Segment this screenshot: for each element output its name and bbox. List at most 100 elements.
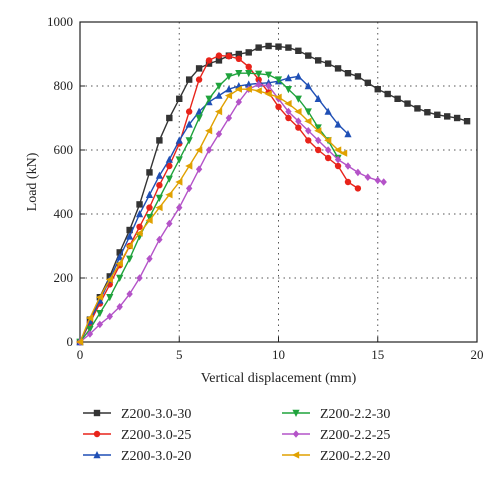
data-point [126,255,134,263]
data-point [85,314,94,322]
data-point [195,165,203,173]
data-point [185,184,193,193]
data-point [185,76,193,83]
data-point [185,120,193,128]
data-point [344,130,352,138]
data-point [334,146,342,154]
data-point [185,162,193,170]
data-point [324,136,332,144]
data-point [166,219,173,228]
data-point [205,57,213,64]
data-point [334,120,342,128]
data-point [274,76,283,84]
y-tick-label: 800 [54,78,74,93]
data-point [215,91,223,99]
legend-label: Z200-2.2-30 [320,407,390,422]
data-point [284,100,292,108]
data-point [275,43,282,50]
data-point [195,65,203,72]
data-point [116,249,123,256]
data-point [305,137,312,144]
data-point [126,232,134,240]
data-point [284,86,293,94]
data-point [126,226,133,234]
data-point [255,80,262,89]
data-point [125,242,133,250]
data-point [225,73,233,81]
data-point [136,223,143,230]
data-point [295,117,302,125]
data-point [274,93,282,101]
legend-item: Z200-3.0-25 [83,428,191,443]
data-point [215,82,223,90]
y-tick-label: 1000 [47,14,73,29]
data-point [136,201,143,208]
data-point [235,55,242,62]
data-point [106,312,113,321]
data-point [175,156,183,164]
data-point [354,73,362,80]
series-line [79,45,468,343]
data-point [453,114,461,122]
data-point [284,74,293,82]
legend-item: Z200-2.2-20 [282,449,390,464]
data-point [404,100,411,107]
data-point [314,127,322,135]
legend-item: Z200-2.2-25 [282,428,390,443]
data-point [176,95,183,102]
data-point [265,82,272,90]
data-point [380,178,387,186]
data-point [340,149,348,157]
series-line [79,88,345,343]
data-point [116,303,123,311]
data-point [175,178,183,186]
x-tick-label: 10 [272,347,285,362]
grid-lines [80,22,477,342]
data-point [334,155,342,164]
data-point [146,169,153,176]
data-point [315,146,322,154]
data-point [225,85,233,93]
data-point [155,194,163,202]
data-point [215,130,223,138]
data-point [364,173,372,181]
data-point [255,44,262,51]
data-point [294,108,302,116]
series-5 [76,80,387,346]
x-tick-label: 0 [77,347,84,362]
data-point [155,171,163,179]
data-point [265,42,272,50]
data-point [384,90,391,98]
data-point [304,82,312,90]
data-point [264,90,272,98]
data-point [146,204,153,211]
data-point [344,162,352,170]
data-point [344,178,352,186]
data-point [414,105,421,112]
data-point [145,190,154,198]
data-point [185,137,193,145]
data-point [155,204,163,212]
data-point [444,113,451,120]
data-point [235,50,242,58]
data-point [205,127,213,135]
data-point [156,235,163,244]
data-point [205,95,213,103]
data-point [254,87,262,95]
data-point [225,53,233,60]
y-tick-label: 0 [67,334,74,349]
data-point [245,70,253,78]
y-tick-label: 200 [54,270,74,285]
x-axis-label: Vertical displacement (mm) [201,371,357,386]
series-line [79,75,349,343]
data-point [135,210,144,218]
data-point [294,72,302,80]
data-point [374,86,381,93]
data-point [305,127,312,135]
data-point [324,107,332,115]
data-point [255,70,263,78]
data-point [176,203,183,212]
legend-marker [292,451,300,459]
